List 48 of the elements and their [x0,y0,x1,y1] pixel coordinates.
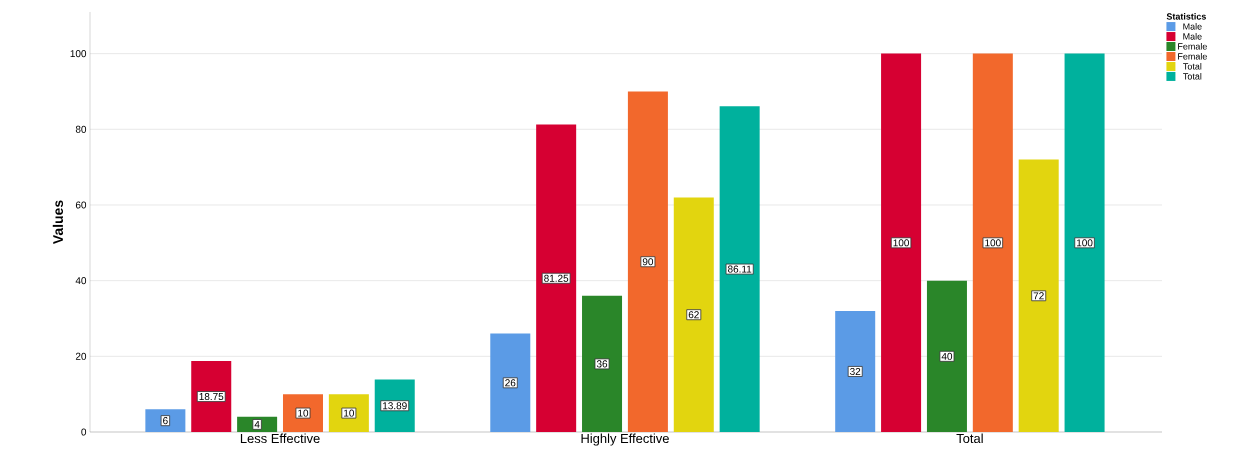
legend-title: Statistics [1166,13,1206,20]
data-label: 32 [850,367,861,375]
bar [881,53,922,432]
bar [972,53,1013,432]
data-label: 86.11 [728,265,752,273]
data-label: 26 [505,379,516,387]
bar [582,295,623,432]
bar [191,361,232,432]
y-tick-label: 60 [75,201,87,209]
data-label: 10 [298,409,309,417]
y-tick-label: 20 [75,352,87,360]
data-label: 90 [642,258,654,266]
legend-label: Male [1183,23,1202,30]
data-label: 6 [163,417,168,425]
bar [1018,159,1059,432]
data-label: 72 [1033,292,1044,300]
data-label: 10 [344,409,355,417]
data-label: 4 [254,421,260,428]
y-tick-label: 40 [75,277,87,285]
x-tick-label: Highly Effective [581,433,669,446]
y-tick-label: 0 [81,428,87,436]
y-axis-title: Values [52,200,64,244]
y-tick-label: 80 [75,125,87,133]
bar [627,91,668,432]
bar [1064,53,1105,432]
bar [835,310,876,432]
data-label: 81.25 [544,274,569,282]
data-label: 62 [688,311,699,319]
legend-label: Female [1178,43,1207,50]
data-label: 100 [1077,239,1093,247]
legend-label: Male [1183,33,1202,40]
data-label: 18.75 [199,393,224,401]
bar [926,280,967,432]
bar [536,124,577,432]
legend-label: Total [1183,62,1202,70]
data-label: 100 [985,239,1001,247]
y-tick-label: 100 [70,50,87,58]
x-tick-label: Less Effective [240,433,320,444]
data-label: 36 [596,360,608,368]
x-tick-label: Total [956,433,983,444]
bar [490,333,531,432]
legend-label: Total [1183,72,1202,80]
data-label: 100 [893,239,909,247]
data-label: 40 [941,352,953,360]
bar [719,106,760,432]
data-label: 13.89 [383,402,407,410]
bar [673,197,714,432]
legend-label: Female [1178,52,1207,60]
